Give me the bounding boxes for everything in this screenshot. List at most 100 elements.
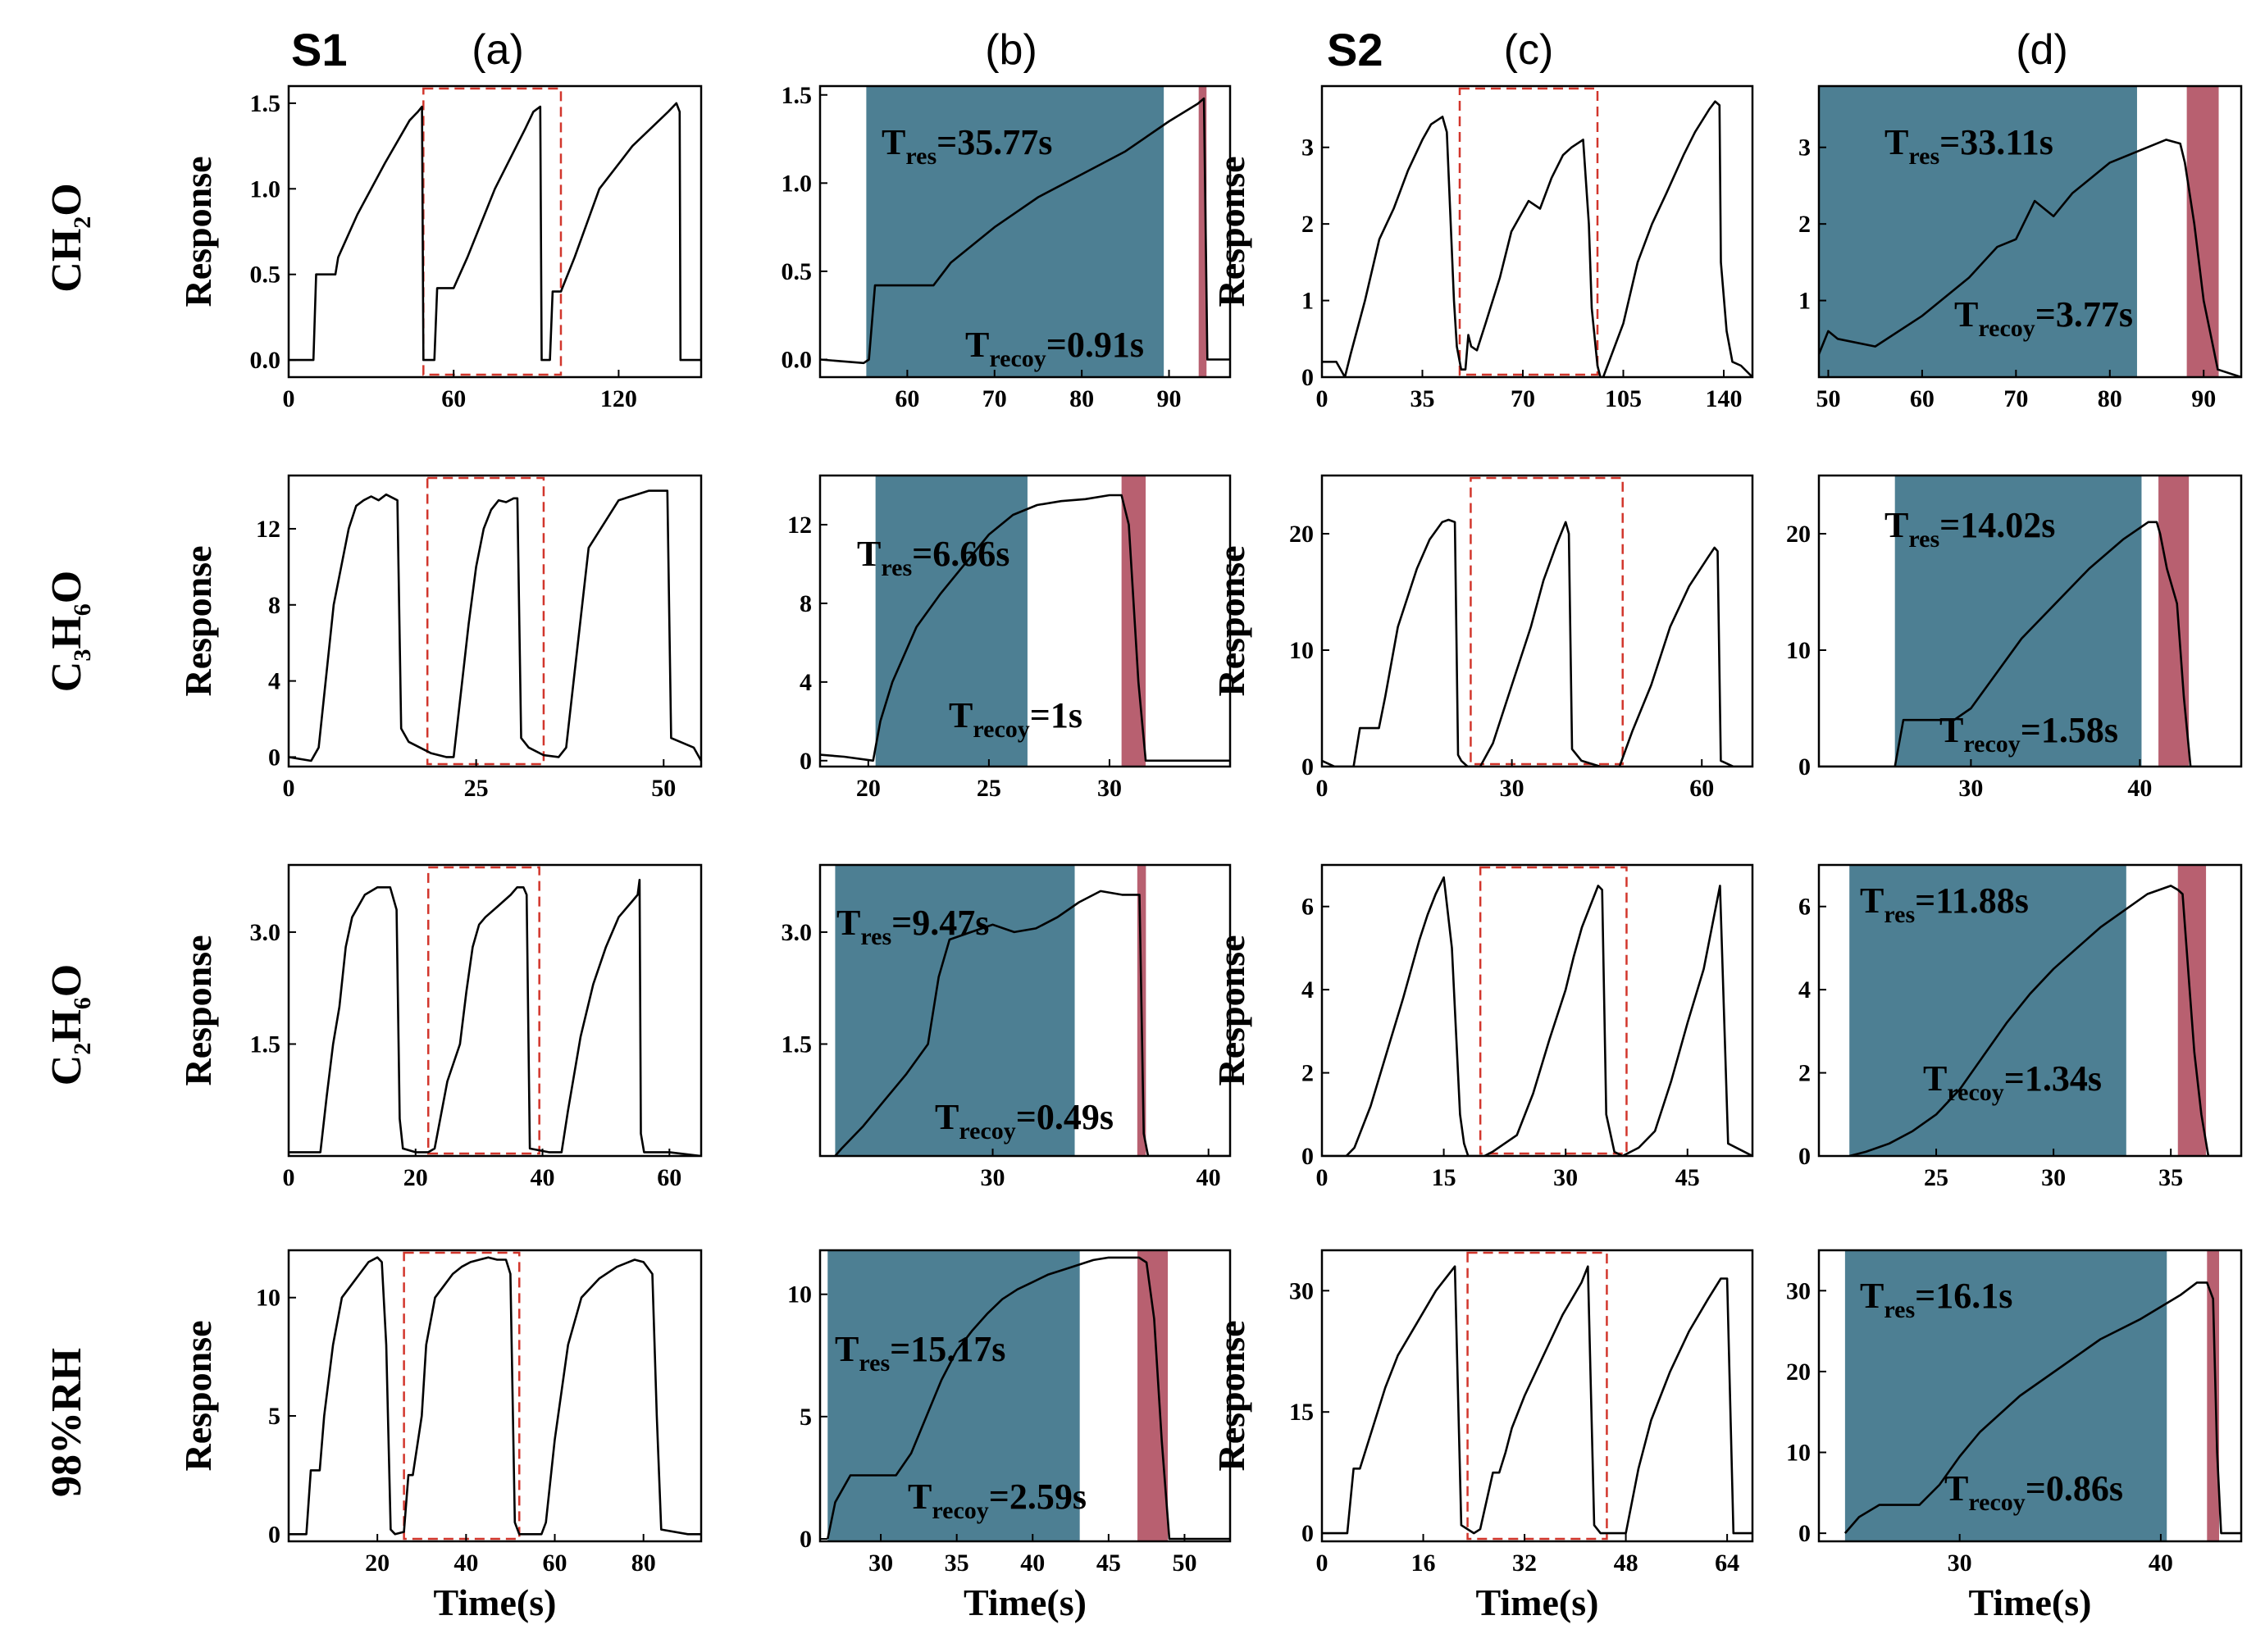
x-tick-label: 30 [2041, 1164, 2066, 1191]
plot-frame [287, 863, 703, 1158]
y-tick-label: 12 [256, 516, 280, 543]
x-tick-label: 30 [1958, 775, 1983, 802]
panel-d4: 30 40 0 10 20 30 Tres=16.1s Trecoy=0.86s Time(s) [1786, 1249, 2243, 1623]
t-recoy-annotation: Trecoy=0.91s [965, 325, 1144, 372]
response-time-shade [827, 1250, 1080, 1541]
x-tick-label: 16 [1411, 1550, 1436, 1577]
y-tick-label: 5 [800, 1404, 812, 1431]
t-res-annotation: Tres=33.11s [1884, 122, 2053, 170]
x-tick-label: 20 [403, 1164, 428, 1191]
x-tick-label: 60 [1689, 775, 1714, 802]
x-tick-label: 60 [543, 1550, 567, 1577]
response-curve [820, 97, 1230, 365]
t-res-annotation: Tres=16.1s [1860, 1276, 2012, 1323]
panel-d1: 50 60 70 80 90 1 2 3 Tres=33.11s Trecoy=3.77s [1798, 84, 2243, 412]
x-tick-label: 0 [283, 385, 295, 412]
x-tick-label: 60 [441, 385, 466, 412]
y-tick-label: 2 [1301, 211, 1314, 238]
y-tick-label: 0 [800, 1526, 812, 1553]
plot-frame [1320, 1249, 1754, 1543]
y-tick-label: 0.5 [250, 262, 281, 289]
response-time-shade [1894, 476, 2142, 767]
zoom-window-box [1458, 87, 1599, 376]
y-tick-label: 3 [1798, 134, 1811, 162]
zoom-window-box [403, 1251, 521, 1541]
y-tick-label: 2 [1798, 211, 1811, 238]
y-axis-label: Response [1210, 545, 1252, 696]
y-tick-label: 0.0 [782, 346, 813, 373]
zoom-window-box [426, 866, 540, 1155]
y-tick-label: 4 [1798, 976, 1811, 1003]
x-tick-label: 45 [1675, 1164, 1700, 1191]
x-tick-label: 40 [2127, 775, 2152, 802]
x-tick-label: 0 [1316, 385, 1328, 412]
plot-frame [1817, 474, 2243, 768]
y-axis-label: Response [177, 156, 219, 307]
y-tick-label: 8 [800, 590, 812, 617]
response-curve [1322, 100, 1752, 377]
column-label-b: (b) [985, 26, 1037, 74]
t-res-annotation: Tres=9.47s [836, 903, 989, 950]
plot-frame [818, 1249, 1232, 1543]
x-tick-label: 0 [283, 775, 295, 802]
y-tick-label: 0.0 [250, 347, 281, 374]
response-curve [827, 1256, 1230, 1541]
x-tick-label: 90 [2191, 385, 2216, 412]
zoom-window-box [1479, 866, 1628, 1155]
x-tick-label: 64 [1715, 1550, 1739, 1577]
x-tick-label: 0 [283, 1164, 295, 1191]
plot-frame [1817, 84, 2243, 379]
x-tick-label: 25 [464, 775, 489, 802]
x-tick-label: 20 [856, 775, 881, 802]
plot-frame [1320, 474, 1754, 768]
recovery-time-shade [1198, 86, 1207, 377]
y-axis-label: Response [177, 545, 219, 696]
x-tick-label: 80 [631, 1550, 656, 1577]
x-tick-label: 35 [2158, 1164, 2183, 1191]
y-tick-label: 0.5 [782, 258, 813, 285]
x-tick-label: 40 [1020, 1550, 1045, 1577]
y-tick-label: 6 [1798, 894, 1811, 921]
panel-b2: 20 25 30 0 4 8 12 Tres=6.66s Trecoy=1s [787, 474, 1232, 802]
x-tick-label: 48 [1614, 1550, 1638, 1577]
y-tick-label: 2 [1798, 1060, 1811, 1087]
x-tick-label: 30 [868, 1550, 893, 1577]
x-tick-label: 80 [2098, 385, 2122, 412]
y-tick-label: 3 [1301, 134, 1314, 162]
sample-label-s1: S1 [291, 24, 348, 75]
y-tick-label: 10 [1289, 637, 1314, 664]
y-tick-label: 0 [1301, 364, 1314, 391]
y-tick-label: 1 [1301, 288, 1314, 315]
x-tick-label: 90 [1157, 385, 1182, 412]
y-tick-label: 4 [800, 669, 812, 696]
y-tick-label: 5 [268, 1403, 280, 1430]
t-recoy-annotation: Trecoy=1s [949, 695, 1082, 743]
response-time-shade [835, 865, 1075, 1156]
x-tick-label: 70 [1511, 385, 1535, 412]
y-tick-label: 6 [1301, 894, 1314, 921]
response-curve [1322, 1265, 1752, 1535]
x-tick-label: 120 [600, 385, 637, 412]
plot-frame [1320, 863, 1754, 1158]
response-curve [289, 489, 701, 762]
y-tick-label: 0 [268, 1521, 280, 1548]
response-curve [289, 1256, 701, 1536]
response-curve [1843, 1281, 2241, 1535]
zoom-window-box [1470, 476, 1624, 766]
x-tick-label: 80 [1069, 385, 1094, 412]
y-axis-label: Response [1210, 1320, 1252, 1471]
x-tick-label: 30 [1500, 775, 1524, 802]
panel-c1: 0 35 70 105 140 0 1 2 3 Response [1210, 84, 1754, 412]
y-tick-label: 0 [1301, 753, 1314, 780]
y-axis-label: Response [177, 1320, 219, 1471]
recovery-time-shade [2207, 1250, 2220, 1541]
t-recoy-annotation: Trecoy=3.77s [1954, 294, 2133, 342]
t-recoy-annotation: Trecoy=0.49s [935, 1097, 1114, 1145]
y-tick-label: 1.5 [250, 1031, 281, 1058]
y-tick-label: 0 [800, 748, 812, 775]
x-tick-label: 0 [1316, 1164, 1328, 1191]
t-res-annotation: Tres=15.17s [835, 1329, 1005, 1377]
row-label-ch2o: CH2O [43, 183, 96, 292]
x-tick-label: 30 [1097, 775, 1122, 802]
response-time-shade [1819, 86, 2137, 377]
